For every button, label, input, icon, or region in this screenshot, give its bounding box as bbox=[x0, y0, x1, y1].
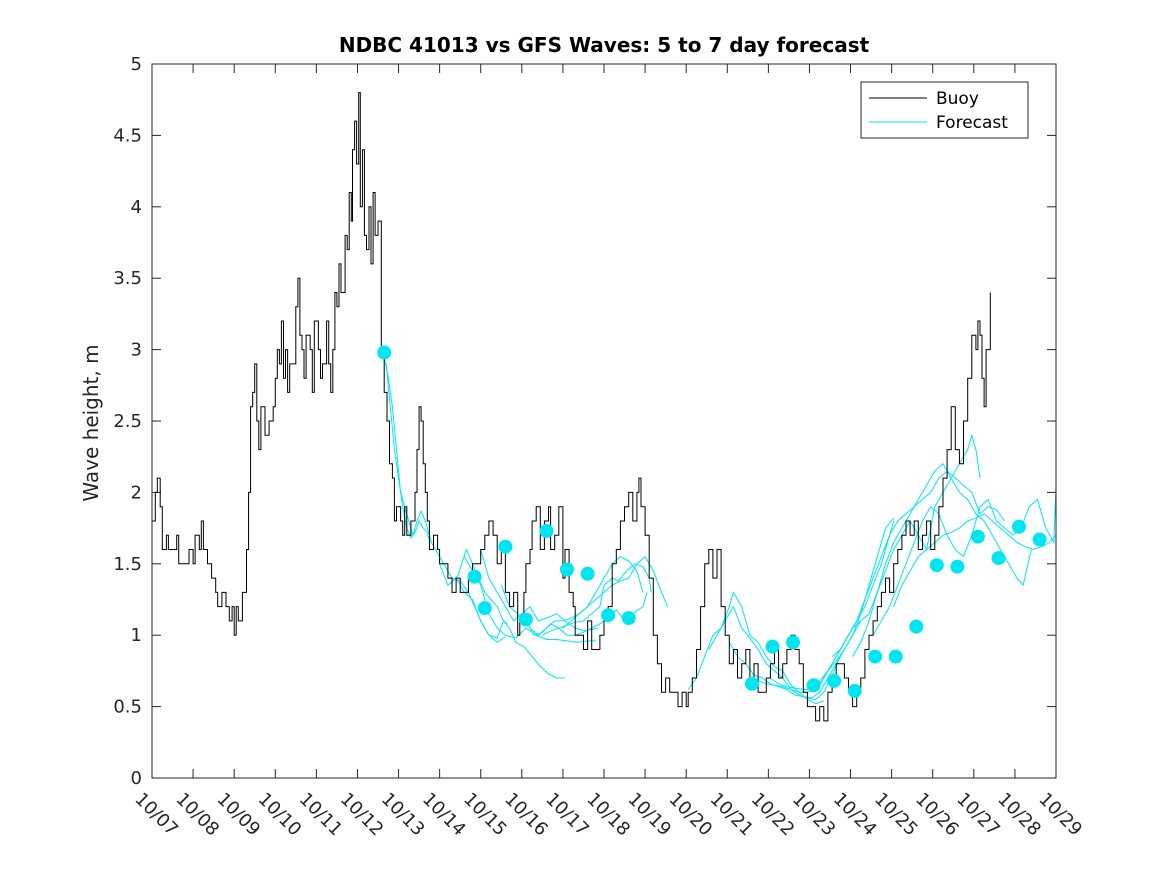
forecast-marker bbox=[888, 649, 903, 664]
forecast-marker bbox=[806, 678, 821, 693]
forecast-line bbox=[562, 555, 669, 629]
forecast-marker bbox=[477, 601, 492, 616]
forecast-marker bbox=[498, 539, 513, 554]
chart-title: NDBC 41013 vs GFS Waves: 5 to 7 day fore… bbox=[339, 33, 870, 57]
forecast-marker bbox=[786, 635, 800, 650]
forecast-marker bbox=[991, 551, 1006, 566]
forecast-marker bbox=[601, 608, 616, 623]
forecast-line bbox=[831, 470, 1006, 657]
forecast-marker bbox=[621, 611, 636, 626]
forecast-marker bbox=[847, 683, 862, 698]
forecast-markers bbox=[377, 345, 1047, 698]
y-tick-label: 3 bbox=[131, 340, 142, 361]
legend-box bbox=[860, 81, 1029, 139]
forecast-marker bbox=[868, 649, 883, 664]
forecast-line bbox=[872, 485, 1057, 636]
forecast-marker bbox=[827, 673, 842, 688]
y-tick-label: 0.5 bbox=[113, 697, 142, 718]
y-tick-label: 2 bbox=[131, 482, 142, 503]
forecast-line bbox=[687, 591, 824, 705]
y-tick-label: 2.5 bbox=[113, 411, 142, 432]
y-tick-label: 1 bbox=[131, 625, 142, 646]
forecast-line bbox=[728, 620, 862, 699]
forecast-marker bbox=[560, 562, 574, 577]
forecast-marker bbox=[467, 569, 482, 584]
forecast-line bbox=[893, 513, 1057, 607]
forecast-marker bbox=[580, 566, 595, 581]
forecast-line bbox=[770, 517, 895, 690]
plot-border bbox=[151, 63, 1057, 779]
forecast-line bbox=[449, 548, 565, 679]
plot-area bbox=[152, 64, 1056, 778]
legend: Buoy Forecast bbox=[860, 81, 1029, 139]
y-axis-label: Wave height, m bbox=[79, 344, 103, 501]
forecast-marker bbox=[909, 619, 924, 634]
y-tick-label: 4 bbox=[131, 197, 142, 218]
y-tick-label: 0 bbox=[131, 768, 142, 789]
forecast-line bbox=[463, 556, 596, 643]
forecast-line bbox=[426, 534, 508, 639]
forecast-marker bbox=[377, 345, 392, 360]
forecast-marker bbox=[950, 559, 965, 574]
forecast-line bbox=[708, 605, 841, 701]
forecast-marker bbox=[1032, 532, 1047, 547]
y-tick-label: 1.5 bbox=[113, 554, 142, 575]
legend-forecast-label: Forecast bbox=[936, 113, 1008, 133]
forecast-marker bbox=[765, 639, 780, 654]
forecast-line bbox=[480, 549, 598, 632]
forecast-line bbox=[542, 563, 652, 636]
legend-buoy-label: Buoy bbox=[936, 89, 979, 109]
forecast-marker bbox=[539, 524, 554, 538]
forecast-marker bbox=[970, 529, 985, 544]
forecast-marker bbox=[929, 558, 944, 573]
forecast-marker bbox=[744, 676, 759, 691]
y-tick-label: 3.5 bbox=[113, 268, 142, 289]
forecast-marker bbox=[518, 612, 533, 627]
y-tick-label: 4.5 bbox=[113, 125, 142, 146]
forecast-marker bbox=[1012, 519, 1026, 534]
y-tick-label: 5 bbox=[131, 54, 142, 75]
